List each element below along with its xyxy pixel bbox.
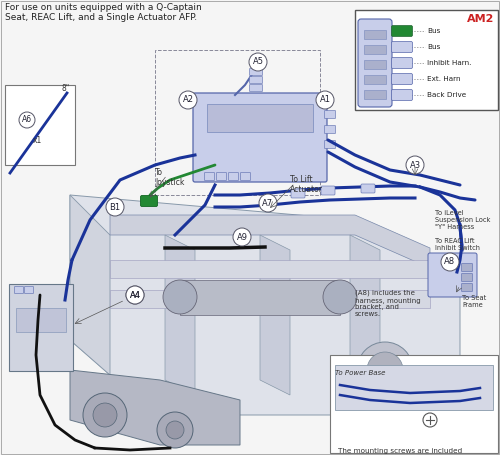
FancyBboxPatch shape — [392, 25, 412, 36]
FancyBboxPatch shape — [392, 74, 412, 85]
Circle shape — [357, 342, 413, 398]
Text: A5: A5 — [252, 57, 264, 66]
Circle shape — [233, 228, 251, 246]
Circle shape — [423, 413, 437, 427]
FancyBboxPatch shape — [324, 141, 336, 148]
Text: To Power Base: To Power Base — [335, 370, 386, 376]
Polygon shape — [165, 235, 195, 395]
Circle shape — [259, 194, 277, 212]
FancyBboxPatch shape — [240, 172, 250, 181]
FancyBboxPatch shape — [462, 273, 472, 282]
Bar — [207, 104, 313, 132]
Text: To Seat
Frame: To Seat Frame — [462, 295, 486, 308]
FancyBboxPatch shape — [204, 172, 214, 181]
FancyBboxPatch shape — [9, 284, 73, 371]
Circle shape — [19, 112, 35, 128]
FancyBboxPatch shape — [321, 186, 335, 195]
Text: Back Drive: Back Drive — [427, 92, 466, 98]
FancyBboxPatch shape — [250, 85, 262, 91]
Text: A4: A4 — [130, 290, 140, 299]
Bar — [155, 50, 320, 195]
FancyBboxPatch shape — [392, 41, 412, 52]
Polygon shape — [70, 195, 110, 375]
FancyBboxPatch shape — [462, 283, 472, 292]
Polygon shape — [350, 235, 380, 395]
Circle shape — [93, 403, 117, 427]
Text: A8: A8 — [444, 258, 456, 267]
Bar — [355, 10, 498, 110]
FancyBboxPatch shape — [324, 111, 336, 118]
FancyBboxPatch shape — [392, 57, 412, 69]
Circle shape — [316, 91, 334, 109]
Text: The mounting screws are included
with the single actuator AFP.: The mounting screws are included with th… — [338, 448, 462, 455]
Text: A4: A4 — [130, 290, 140, 299]
Bar — [16, 308, 66, 332]
Text: x1: x1 — [33, 136, 42, 145]
Text: Bus: Bus — [427, 28, 440, 34]
Text: A3: A3 — [410, 161, 420, 170]
Text: A7: A7 — [262, 198, 274, 207]
Circle shape — [323, 280, 357, 314]
FancyBboxPatch shape — [392, 90, 412, 101]
FancyBboxPatch shape — [140, 196, 158, 207]
Bar — [364, 90, 386, 99]
Bar — [5, 85, 75, 165]
Text: Inhibit Harn.: Inhibit Harn. — [427, 60, 472, 66]
Polygon shape — [260, 235, 290, 395]
Text: A2: A2 — [182, 96, 194, 105]
Circle shape — [367, 352, 403, 388]
FancyBboxPatch shape — [291, 189, 305, 198]
Circle shape — [179, 91, 197, 109]
FancyBboxPatch shape — [358, 19, 392, 107]
Text: 8": 8" — [62, 84, 70, 93]
Text: A9: A9 — [236, 233, 248, 242]
FancyBboxPatch shape — [24, 287, 34, 293]
Polygon shape — [110, 290, 430, 308]
Bar — [364, 30, 386, 39]
Polygon shape — [110, 215, 430, 268]
Text: For use on units equipped with a Q-Captain
Seat, REAC Lift, and a Single Actuato: For use on units equipped with a Q-Capta… — [5, 3, 202, 22]
Text: To
Joystick: To Joystick — [155, 168, 184, 187]
Text: Bus: Bus — [427, 44, 440, 50]
Text: (A8) includes the
harness, mounting
bracket, and
screws.: (A8) includes the harness, mounting brac… — [355, 290, 420, 318]
FancyBboxPatch shape — [361, 184, 375, 193]
FancyBboxPatch shape — [428, 253, 477, 297]
Polygon shape — [335, 365, 493, 410]
Bar — [330, 355, 498, 453]
Circle shape — [126, 286, 144, 304]
Circle shape — [157, 412, 193, 448]
Text: To iLevel
Suspension Lock
"Y" Harness: To iLevel Suspension Lock "Y" Harness — [435, 210, 490, 230]
Text: To REAC Lift
Inhibit Switch: To REAC Lift Inhibit Switch — [435, 238, 480, 251]
FancyBboxPatch shape — [462, 263, 472, 272]
FancyBboxPatch shape — [250, 69, 262, 76]
Text: Ext. Harn: Ext. Harn — [427, 76, 460, 82]
Bar — [364, 75, 386, 84]
FancyBboxPatch shape — [193, 93, 327, 182]
Polygon shape — [70, 195, 460, 415]
FancyBboxPatch shape — [14, 287, 24, 293]
Circle shape — [83, 393, 127, 437]
Text: A1: A1 — [320, 96, 330, 105]
Circle shape — [406, 156, 424, 174]
Circle shape — [163, 280, 197, 314]
FancyBboxPatch shape — [228, 172, 238, 181]
Circle shape — [126, 286, 144, 304]
Text: To Lift
Actuator: To Lift Actuator — [290, 175, 323, 194]
FancyBboxPatch shape — [216, 172, 226, 181]
Polygon shape — [70, 370, 240, 445]
Text: B1: B1 — [110, 202, 120, 212]
Bar — [364, 45, 386, 54]
Circle shape — [441, 253, 459, 271]
Circle shape — [249, 53, 267, 71]
Text: A6: A6 — [22, 116, 32, 125]
Circle shape — [166, 421, 184, 439]
FancyBboxPatch shape — [250, 76, 262, 84]
Polygon shape — [180, 280, 340, 315]
FancyBboxPatch shape — [324, 126, 336, 133]
Text: AM2: AM2 — [466, 14, 494, 24]
Bar — [364, 60, 386, 69]
Polygon shape — [110, 260, 430, 278]
Circle shape — [106, 198, 124, 216]
